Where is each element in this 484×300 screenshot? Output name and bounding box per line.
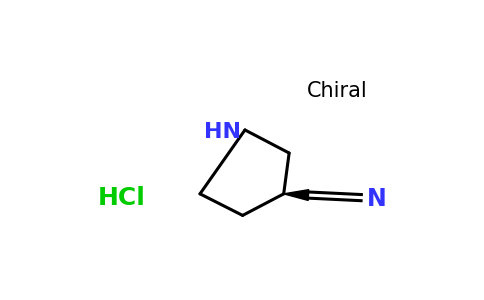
- Text: HCl: HCl: [98, 186, 146, 210]
- Text: N: N: [366, 187, 386, 211]
- Text: HN: HN: [204, 122, 241, 142]
- Polygon shape: [284, 190, 309, 200]
- Text: Chiral: Chiral: [307, 81, 368, 101]
